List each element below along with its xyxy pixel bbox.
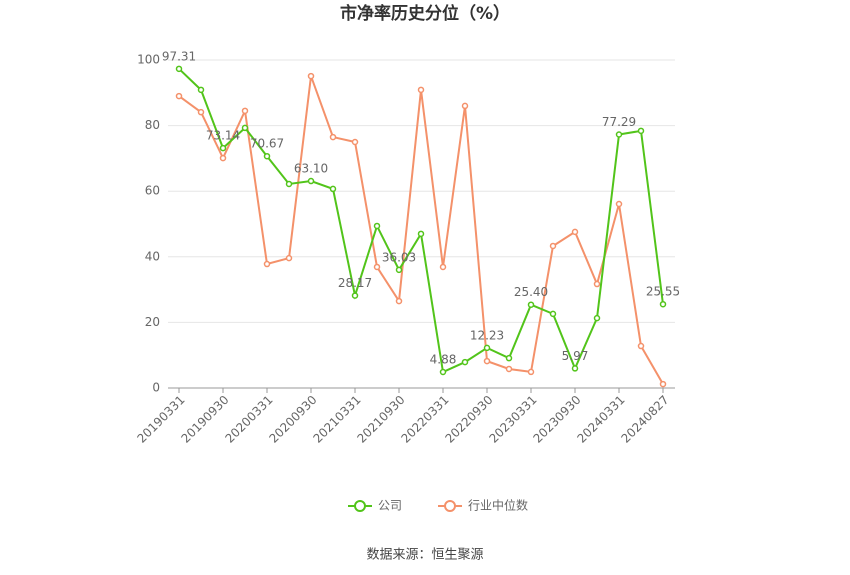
data-point bbox=[351, 292, 359, 299]
data-point bbox=[329, 133, 337, 141]
data-point bbox=[307, 177, 315, 185]
data-point bbox=[197, 108, 205, 116]
data-point bbox=[285, 254, 293, 262]
data-label: 97.31 bbox=[162, 49, 196, 63]
data-point bbox=[373, 222, 381, 230]
data-point bbox=[461, 102, 469, 110]
data-point bbox=[175, 65, 183, 73]
data-point bbox=[351, 138, 359, 146]
data-point bbox=[571, 228, 579, 236]
series-line bbox=[178, 75, 664, 385]
data-point bbox=[527, 301, 535, 308]
data-point bbox=[219, 144, 227, 152]
data-point bbox=[527, 368, 535, 376]
data-point bbox=[593, 314, 601, 322]
y-tick-label: 80 bbox=[145, 118, 160, 132]
data-label: 73.14 bbox=[206, 129, 240, 143]
data-label: 36.03 bbox=[382, 250, 416, 264]
data-point bbox=[505, 354, 513, 362]
data-point bbox=[615, 200, 623, 208]
data-point bbox=[439, 263, 447, 271]
data-label: 77.29 bbox=[602, 115, 636, 129]
data-point bbox=[439, 368, 447, 376]
data-label: 4.88 bbox=[430, 352, 457, 366]
data-point bbox=[307, 72, 315, 80]
data-point bbox=[483, 357, 491, 365]
x-tick-label: 20240827 bbox=[619, 393, 672, 446]
data-point bbox=[461, 358, 469, 366]
data-point bbox=[571, 365, 579, 372]
legend-label: 行业中位数 bbox=[468, 498, 528, 513]
legend-swatch bbox=[444, 500, 457, 512]
y-tick-label: 0 bbox=[152, 381, 160, 395]
data-point bbox=[417, 230, 425, 238]
data-point bbox=[483, 344, 491, 352]
y-tick-label: 20 bbox=[145, 315, 160, 329]
data-label: 25.55 bbox=[646, 285, 680, 299]
data-point bbox=[219, 154, 227, 162]
data-point bbox=[241, 107, 249, 115]
data-label: 5.97 bbox=[562, 349, 589, 363]
data-point bbox=[241, 124, 249, 132]
data-label: 70.67 bbox=[250, 137, 284, 151]
data-point bbox=[505, 365, 513, 373]
data-point bbox=[285, 180, 293, 188]
series-line bbox=[178, 68, 664, 374]
data-point bbox=[615, 131, 623, 138]
data-point bbox=[637, 127, 645, 135]
data-point bbox=[263, 152, 271, 160]
data-point bbox=[395, 297, 403, 305]
y-tick-label: 40 bbox=[145, 249, 160, 263]
legend-swatch bbox=[354, 500, 366, 512]
data-label: 25.40 bbox=[514, 285, 548, 299]
data-point bbox=[395, 266, 403, 274]
data-point bbox=[417, 86, 425, 94]
data-label: 63.10 bbox=[294, 162, 328, 176]
y-tick-label: 100 bbox=[137, 53, 160, 67]
legend-item: 公司 bbox=[348, 499, 402, 513]
data-point bbox=[263, 260, 271, 268]
data-point bbox=[593, 280, 601, 288]
data-label: 28.17 bbox=[338, 276, 372, 290]
data-point bbox=[549, 242, 557, 250]
data-point bbox=[637, 342, 645, 350]
data-point bbox=[549, 310, 557, 318]
y-tick-label: 60 bbox=[145, 184, 160, 198]
legend-item: 行业中位数 bbox=[438, 498, 528, 513]
legend-label: 公司 bbox=[378, 499, 402, 513]
data-point bbox=[373, 263, 381, 271]
data-point bbox=[659, 380, 667, 388]
data-point bbox=[175, 92, 183, 100]
data-point bbox=[329, 185, 337, 193]
source-note: 数据来源：恒生聚源 bbox=[366, 548, 483, 563]
chart-title: 市净率历史分位（%） bbox=[340, 3, 510, 24]
data-point bbox=[197, 86, 205, 94]
data-label: 12.23 bbox=[470, 328, 504, 342]
data-point bbox=[659, 300, 667, 308]
